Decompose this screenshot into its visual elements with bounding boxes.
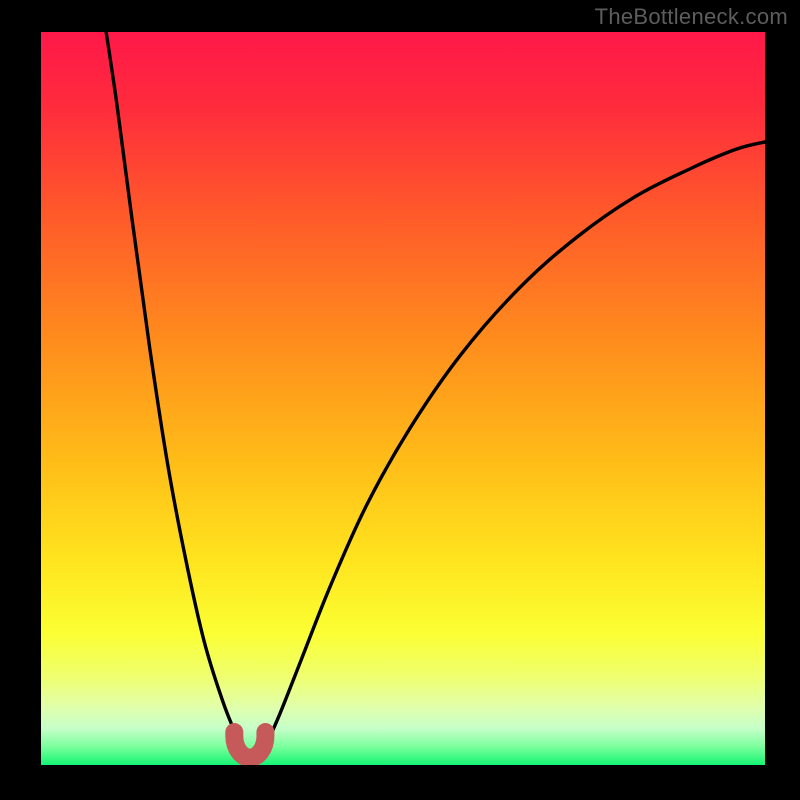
chart-stage: TheBottleneck.com [0,0,800,800]
minimum-marker [234,732,265,758]
curve-overlay [41,32,765,765]
right-branch-curve [265,142,765,747]
watermark-text: TheBottleneck.com [595,4,788,30]
plot-panel [41,32,765,765]
left-branch-curve [106,32,244,747]
